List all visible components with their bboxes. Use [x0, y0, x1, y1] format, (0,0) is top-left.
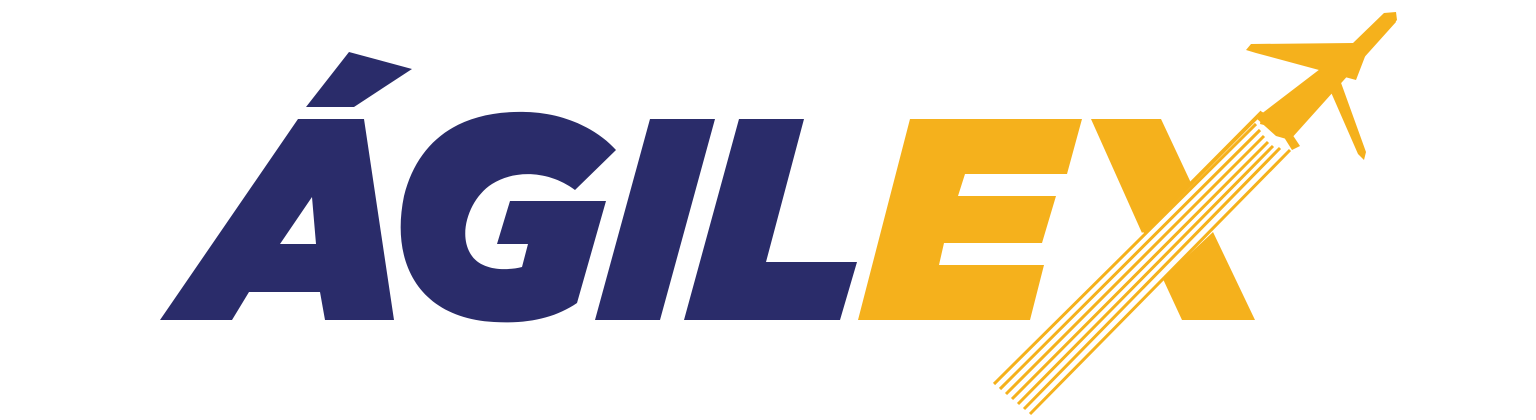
speed-trail: [992, 110, 1292, 416]
letter-x-lower-arm: [1163, 232, 1255, 320]
letter-e: [858, 119, 1082, 320]
letter-accent-mark: [306, 52, 412, 107]
logo-accent-wordmark: [858, 12, 1397, 416]
letter-g: [400, 111, 616, 323]
airplane-icon: [1246, 12, 1397, 160]
letter-x-upper-arm: [1091, 119, 1191, 233]
letter-a: [160, 119, 394, 320]
letter-i: [595, 119, 715, 320]
letter-l: [684, 119, 857, 320]
logo-primary-wordmark: [160, 52, 857, 323]
